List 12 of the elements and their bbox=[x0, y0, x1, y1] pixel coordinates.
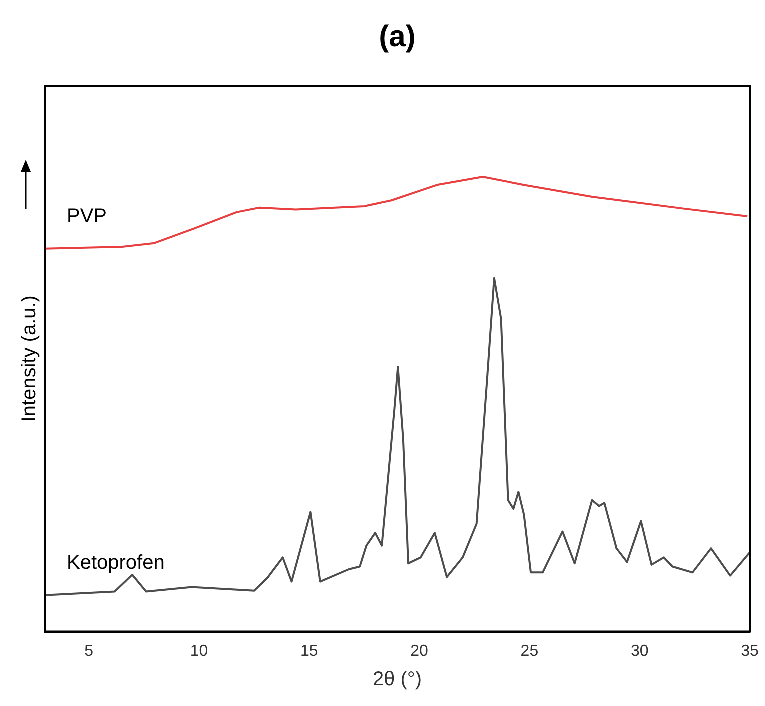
x-tick-label: 10 bbox=[190, 642, 208, 660]
x-tick-label: 5 bbox=[84, 642, 94, 660]
chart-title: (a) bbox=[379, 20, 416, 54]
series-label: Ketoprofen bbox=[67, 552, 165, 574]
x-tick-label: 20 bbox=[410, 642, 429, 660]
x-tick-label: 35 bbox=[741, 642, 759, 660]
x-tick-label: 30 bbox=[630, 642, 649, 660]
y-axis-title: Intensity (a.u.) bbox=[18, 296, 41, 422]
series-label: PVP bbox=[67, 205, 108, 228]
x-axis-title: 2θ (°) bbox=[372, 668, 422, 691]
x-tick-label: 15 bbox=[300, 642, 318, 660]
x-tick-label: 25 bbox=[520, 642, 539, 660]
